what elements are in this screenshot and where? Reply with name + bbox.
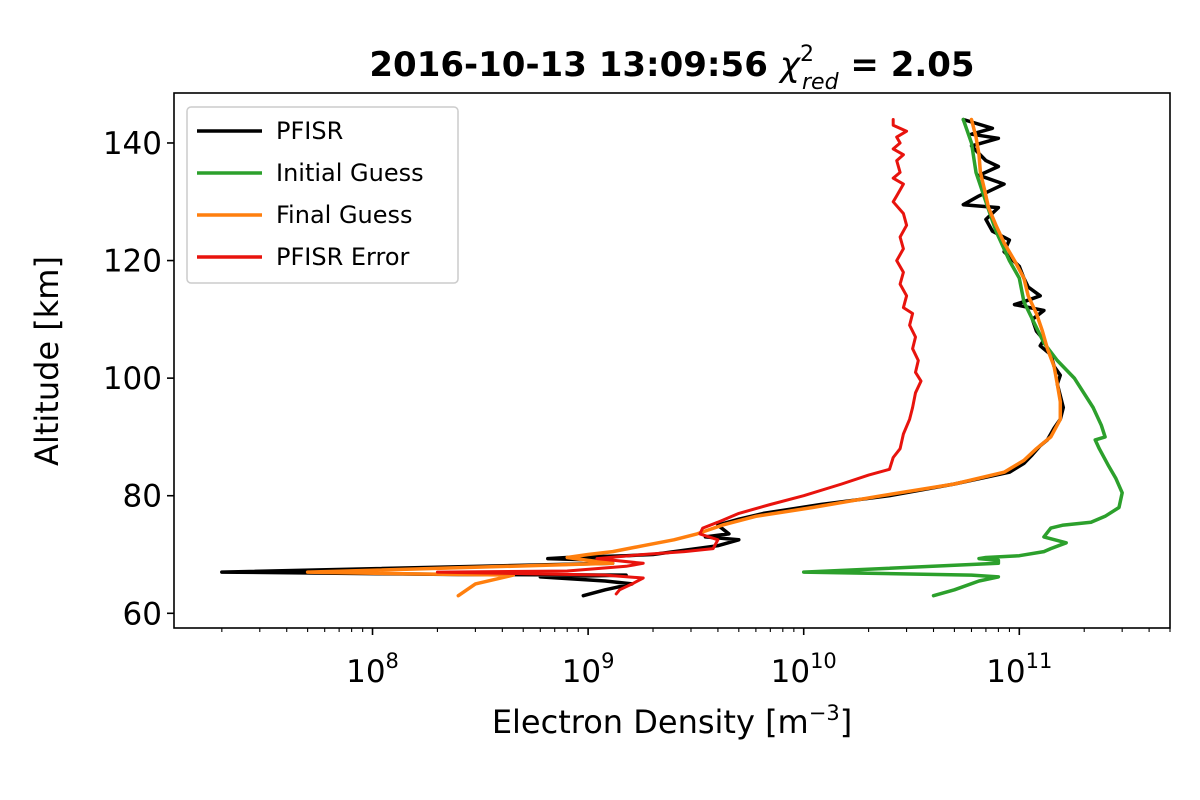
title-value: = 2.05 bbox=[839, 45, 975, 85]
series-line-initial-guess bbox=[801, 117, 1124, 598]
y-tick-label: 60 bbox=[123, 596, 162, 632]
legend-item-pfisr-error: PFISR Error bbox=[197, 243, 410, 271]
x-tick-label: 1011 bbox=[986, 649, 1052, 690]
x-tick-label: 109 bbox=[562, 649, 615, 690]
legend: PFISR Initial Guess Final Guess PFISR Error bbox=[186, 106, 459, 284]
x-axis-title-exponent: −3 bbox=[809, 701, 840, 725]
x-axis-title-text: Electron Density [m bbox=[492, 703, 809, 741]
legend-label: PFISR Error bbox=[276, 243, 410, 271]
legend-label: PFISR bbox=[276, 117, 343, 145]
plot-area bbox=[220, 117, 1124, 598]
legend-item-pfisr: PFISR bbox=[197, 117, 343, 145]
y-tick-label: 120 bbox=[103, 244, 162, 280]
chart-title: 2016-10-13 13:09:56 χ2 red = 2.05 bbox=[369, 42, 974, 95]
series-line-final-guess bbox=[305, 117, 1063, 598]
x-axis-title: Electron Density [m−3] bbox=[492, 701, 852, 741]
legend-box bbox=[186, 106, 459, 284]
x-tick-label: 108 bbox=[346, 649, 399, 690]
legend-label: Initial Guess bbox=[276, 159, 424, 187]
plot-frame bbox=[173, 92, 1171, 629]
y-axis: 60 80 100 120 140 bbox=[103, 126, 174, 632]
x-axis-title-close: ] bbox=[840, 703, 852, 741]
y-axis-title: Altitude [km] bbox=[28, 256, 66, 466]
y-tick-label: 80 bbox=[123, 479, 162, 515]
title-chi-superscript: 2 bbox=[800, 42, 814, 67]
y-tick-label: 140 bbox=[103, 126, 162, 162]
legend-item-initial-guess: Initial Guess bbox=[197, 159, 424, 187]
title-chi-symbol: χ bbox=[778, 45, 802, 85]
legend-label: Final Guess bbox=[276, 201, 413, 229]
x-axis: 108 109 1010 1011 bbox=[221, 628, 1171, 690]
title-timestamp: 2016-10-13 13:09:56 bbox=[369, 45, 767, 85]
series-line-pfisr-error bbox=[435, 118, 923, 596]
title-chi-subscript: red bbox=[802, 70, 840, 95]
legend-item-final-guess: Final Guess bbox=[197, 201, 413, 229]
y-tick-label: 100 bbox=[103, 361, 162, 397]
x-tick-label: 1010 bbox=[771, 649, 837, 690]
